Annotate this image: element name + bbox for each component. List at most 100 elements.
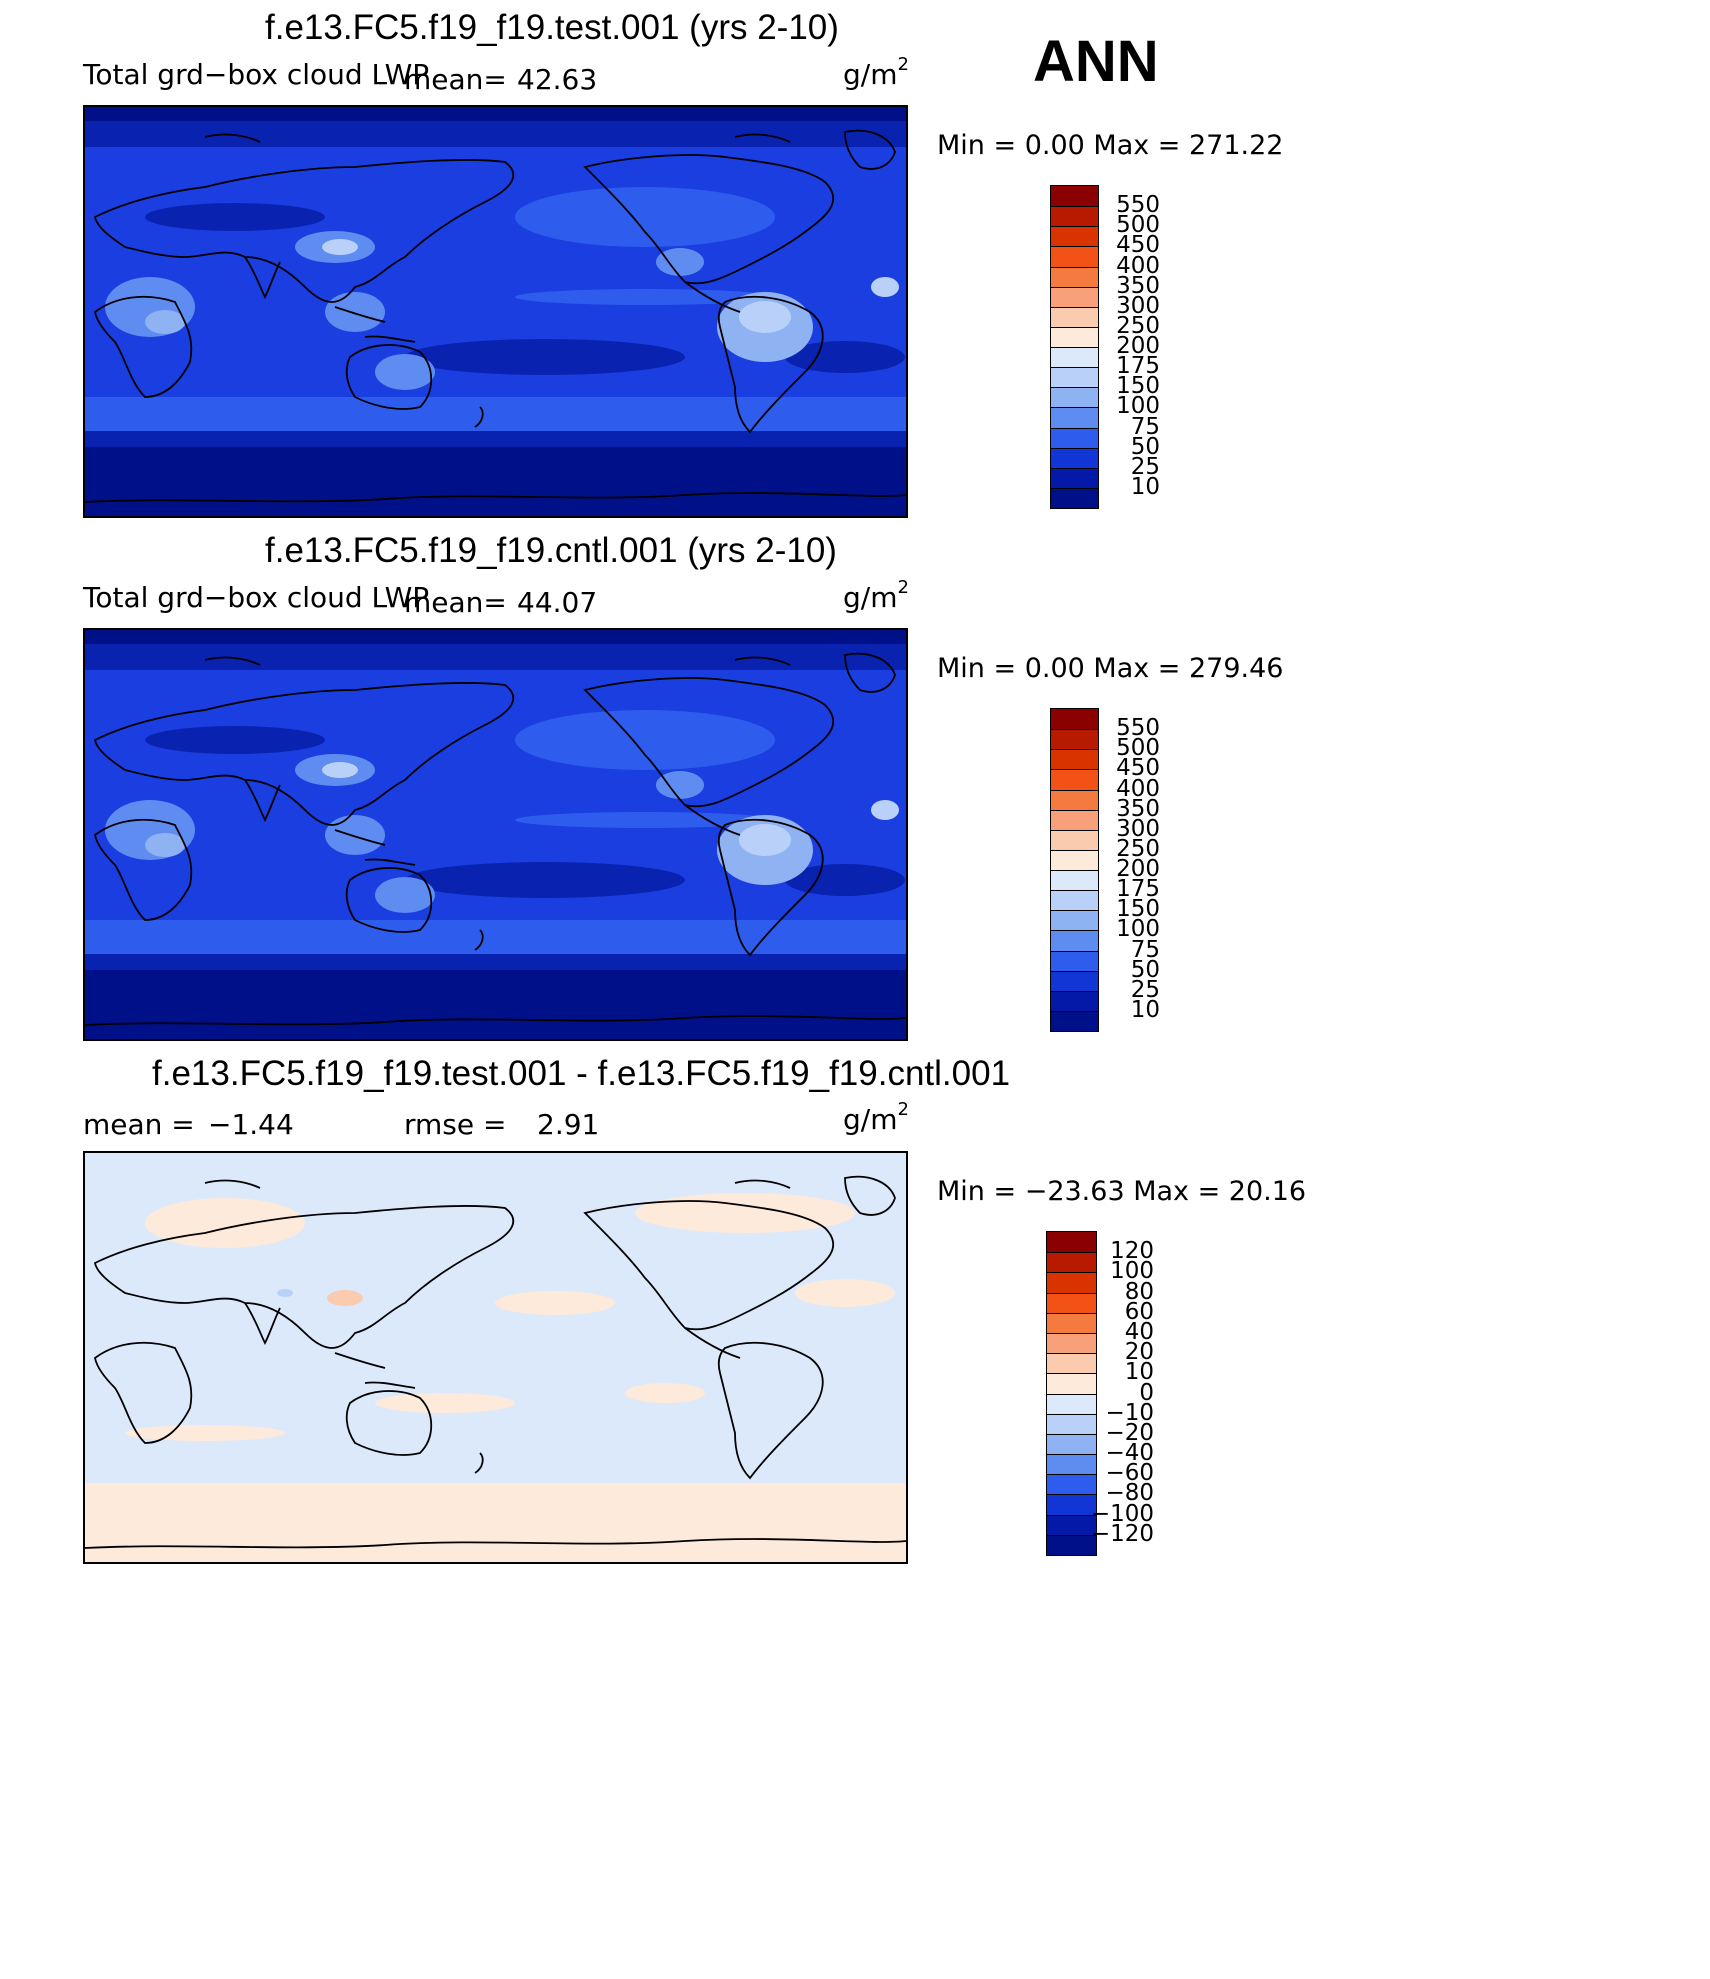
colorbar-cell <box>1051 749 1098 770</box>
colorbar-cell <box>1047 1474 1096 1495</box>
colorbar-label: 50 <box>1130 433 1160 460</box>
colorbar-label: 200 <box>1116 856 1160 882</box>
colorbar-cell <box>1047 1393 1096 1414</box>
colorbar-label: 350 <box>1116 795 1160 822</box>
panel-2-colorbar-labels: 550 500 450 400 350 300 250 200 175 150 100 75 50 25 1… <box>1100 708 1160 1032</box>
colorbar-cell <box>1051 870 1098 891</box>
colorbar-label: 250 <box>1116 312 1160 339</box>
colorbar-cell <box>1047 1454 1096 1475</box>
panel-2-map-svg <box>85 630 906 1039</box>
panel-1-map <box>83 105 908 518</box>
colorbar-cell <box>1051 829 1098 850</box>
colorbar-label: 25 <box>1130 976 1160 1003</box>
colorbar-label: −80 <box>1105 1480 1154 1507</box>
colorbar-cell <box>1051 387 1098 408</box>
panel-2-mean-value: 44.07 <box>517 586 598 619</box>
colorbar-label: 350 <box>1116 272 1160 299</box>
colorbar-cell <box>1051 447 1098 468</box>
colorbar-label: 100 <box>1116 916 1160 943</box>
panel-3-mean-label: mean = <box>83 1108 195 1141</box>
colorbar-label: 0 <box>1139 1379 1154 1406</box>
colorbar-label: 450 <box>1116 755 1160 782</box>
colorbar-cell <box>1051 849 1098 870</box>
colorbar-label: 175 <box>1116 353 1160 380</box>
panel-1-colorbar-labels: 550 500 450 400 350 300 250 200 175 150 100 75 50 25 1… <box>1100 185 1160 509</box>
colorbar-cell <box>1051 950 1098 971</box>
colorbar-label: −40 <box>1105 1440 1154 1467</box>
colorbar-cell <box>1051 769 1098 790</box>
colorbar-cell <box>1051 910 1098 931</box>
colorbar-cell <box>1051 407 1098 428</box>
panel-2-map <box>83 628 908 1041</box>
colorbar-label: 80 <box>1124 1278 1154 1305</box>
colorbar-label: 175 <box>1116 876 1160 903</box>
colorbar-cell <box>1047 1312 1096 1333</box>
colorbar-label: 200 <box>1116 333 1160 359</box>
colorbar-label: 75 <box>1130 413 1160 440</box>
colorbar-label: 20 <box>1124 1339 1154 1366</box>
panel-3-rmse-label: rmse = <box>404 1108 507 1141</box>
colorbar-label: 150 <box>1116 896 1160 923</box>
colorbar-cell <box>1051 226 1098 247</box>
colorbar-cell <box>1047 1353 1096 1374</box>
panel-1-variable: Total grd−box cloud LWP <box>83 58 430 91</box>
colorbar-label: −20 <box>1105 1419 1154 1446</box>
colorbar-cell <box>1051 930 1098 951</box>
panel-1-mean-label: mean= <box>404 63 507 96</box>
colorbar-cell <box>1047 1272 1096 1293</box>
panel-2-mean-label: mean= <box>404 586 507 619</box>
colorbar-label: 10 <box>1130 996 1160 1023</box>
colorbar-label: 60 <box>1124 1298 1154 1325</box>
colorbar-label: 400 <box>1116 252 1160 279</box>
colorbar-label: 550 <box>1116 715 1160 742</box>
colorbar-cell <box>1051 467 1098 488</box>
panel-1-minmax: Min = 0.00 Max = 271.22 <box>937 130 1284 161</box>
colorbar-label: 10 <box>1124 1359 1154 1386</box>
panel-2-units: g/m2 <box>843 577 909 614</box>
colorbar-cell <box>1047 1232 1096 1253</box>
colorbar-label: 150 <box>1116 373 1160 400</box>
panel-3-units: g/m2 <box>843 1099 909 1136</box>
colorbar-cell <box>1047 1332 1096 1354</box>
colorbar-label: 450 <box>1116 232 1160 259</box>
panel-2-colorbar <box>1050 708 1099 1032</box>
panel-1-map-svg <box>85 107 906 516</box>
colorbar-cell <box>1051 709 1098 730</box>
colorbar-cell <box>1047 1534 1096 1555</box>
colorbar-label: 300 <box>1116 815 1160 842</box>
colorbar-label: 300 <box>1116 292 1160 319</box>
panel-2-minmax: Min = 0.00 Max = 279.46 <box>937 653 1284 684</box>
colorbar-cell <box>1051 286 1098 307</box>
colorbar-label: 100 <box>1110 1258 1154 1285</box>
panel-3-units-exp: 2 <box>897 1099 909 1120</box>
colorbar-cell <box>1047 1292 1096 1313</box>
colorbar-cell <box>1051 246 1098 267</box>
colorbar-cell <box>1047 1494 1096 1515</box>
colorbar-label: −100 <box>1090 1500 1154 1527</box>
colorbar-cell <box>1051 789 1098 810</box>
panel-3-title: f.e13.FC5.f19_f19.test.001 - f.e13.FC5.f… <box>152 1054 1011 1093</box>
colorbar-label: −120 <box>1090 1520 1154 1547</box>
colorbar-label: 10 <box>1130 473 1160 500</box>
colorbar-cell <box>1047 1514 1096 1535</box>
colorbar-label: 75 <box>1130 936 1160 963</box>
panel-2-units-exp: 2 <box>897 577 909 598</box>
colorbar-cell <box>1051 729 1098 750</box>
colorbar-cell <box>1051 890 1098 911</box>
panel-2-variable: Total grd−box cloud LWP <box>83 581 430 614</box>
panel-3-map-svg <box>85 1153 906 1562</box>
panel-1-units-base: g/m <box>843 58 898 91</box>
colorbar-cell <box>1051 1010 1098 1031</box>
panel-3-minmax: Min = −23.63 Max = 20.16 <box>937 1176 1307 1207</box>
colorbar-cell <box>1051 809 1098 830</box>
colorbar-cell <box>1051 266 1098 287</box>
colorbar-cell <box>1051 427 1098 448</box>
panel-1-title: f.e13.FC5.f19_f19.test.001 (yrs 2-10) <box>265 8 839 47</box>
colorbar-cell <box>1051 487 1098 508</box>
colorbar-cell <box>1051 186 1098 207</box>
colorbar-cell <box>1051 206 1098 227</box>
colorbar-cell <box>1047 1252 1096 1273</box>
colorbar-label: 50 <box>1130 956 1160 983</box>
panel-2-title: f.e13.FC5.f19_f19.cntl.001 (yrs 2-10) <box>265 531 837 570</box>
colorbar-cell <box>1051 347 1098 368</box>
